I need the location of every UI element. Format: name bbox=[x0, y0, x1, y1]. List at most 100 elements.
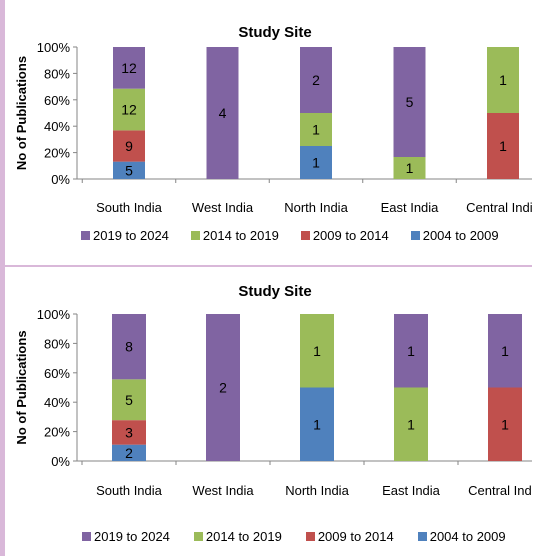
data-label: 1 bbox=[407, 343, 415, 359]
y-tick-label: 0% bbox=[51, 172, 70, 187]
data-label: 2 bbox=[312, 72, 320, 88]
data-label: 12 bbox=[121, 60, 137, 76]
legend-item: 2014 to 2019 bbox=[193, 529, 282, 544]
legend-label: 2014 to 2019 bbox=[202, 228, 279, 243]
bar-segment bbox=[112, 420, 146, 445]
y-tick-label: 60% bbox=[44, 366, 70, 381]
chart-title: Study Site bbox=[238, 24, 311, 41]
data-label: 3 bbox=[125, 424, 133, 440]
x-tick-label: North India bbox=[284, 200, 348, 215]
y-tick-label: 20% bbox=[44, 425, 70, 440]
data-label: 5 bbox=[125, 392, 133, 408]
chart-panel-2: Study Site No of Publications 0% 20% 40% 60% 8… bbox=[5, 267, 532, 556]
legend-swatch bbox=[410, 231, 420, 240]
data-label: 1 bbox=[501, 343, 509, 359]
bar-segment bbox=[487, 47, 519, 113]
data-label: 4 bbox=[219, 105, 227, 121]
data-label: 5 bbox=[125, 162, 133, 178]
bar-segment bbox=[300, 47, 332, 113]
data-label: 1 bbox=[313, 416, 321, 432]
chart-2-legend: 2019 to 2024 2014 to 2019 2009 to 2014 2004… bbox=[82, 529, 506, 544]
bar-segment bbox=[112, 379, 146, 421]
bar-segment bbox=[300, 387, 334, 461]
bar-segment bbox=[394, 387, 428, 461]
legend-item: 2004 to 2009 bbox=[410, 228, 499, 243]
x-tick-label: West India bbox=[192, 483, 254, 498]
legend-label: 2019 to 2024 bbox=[94, 529, 170, 544]
bar-segment bbox=[393, 47, 426, 157]
bar-segment bbox=[113, 47, 145, 89]
y-tick-label: 40% bbox=[44, 395, 70, 410]
x-tick-label: East India bbox=[381, 200, 440, 215]
stacked-bar-chart-2: Study Site No of Publications 0% 20% 40% 60% 8… bbox=[14, 283, 532, 498]
bar-segment bbox=[300, 146, 332, 179]
data-label: 1 bbox=[406, 160, 414, 176]
legend-label: 2004 to 2009 bbox=[429, 529, 506, 544]
data-label: 12 bbox=[121, 102, 137, 118]
data-label: 1 bbox=[499, 138, 507, 154]
data-label: 1 bbox=[312, 122, 320, 138]
x-tick-label: Central India bbox=[466, 200, 532, 215]
legend-item: 2014 to 2019 bbox=[190, 228, 279, 243]
y-tick-label: 80% bbox=[44, 66, 70, 81]
y-tick-label: 40% bbox=[44, 119, 70, 134]
data-label: 5 bbox=[406, 94, 414, 110]
y-axis-label: No of Publications bbox=[14, 56, 29, 170]
bar-segment bbox=[488, 314, 522, 388]
data-label: 1 bbox=[313, 343, 321, 359]
bar-segment bbox=[487, 113, 519, 179]
legend-swatch bbox=[193, 532, 203, 541]
legend-swatch bbox=[190, 231, 200, 240]
legend-label: 2009 to 2014 bbox=[317, 529, 394, 544]
legend-label: 2014 to 2019 bbox=[205, 529, 282, 544]
bar-segment bbox=[393, 157, 426, 179]
legend-item: 2009 to 2014 bbox=[305, 529, 394, 544]
data-label: 1 bbox=[501, 416, 509, 432]
y-tick-label: 100% bbox=[37, 307, 71, 322]
legend-item: 2009 to 2014 bbox=[300, 228, 389, 243]
data-label: 8 bbox=[125, 339, 133, 355]
y-axis-label: No of Publications bbox=[14, 330, 29, 444]
legend-label: 2009 to 2014 bbox=[312, 228, 389, 243]
bar-segment bbox=[300, 113, 332, 146]
legend-item: 2019 to 2024 bbox=[81, 228, 169, 243]
y-tick-label: 20% bbox=[44, 146, 70, 161]
x-tick-label: Central India bbox=[468, 483, 532, 498]
chart-1-legend: 2019 to 2024 2014 to 2019 2009 to 2014 2004… bbox=[81, 228, 499, 243]
x-tick-label: East India bbox=[382, 483, 441, 498]
bar-segment bbox=[112, 314, 146, 380]
bar-segment bbox=[113, 130, 145, 162]
data-label: 1 bbox=[407, 416, 415, 432]
bar-segment bbox=[300, 314, 334, 388]
x-tick-label: South India bbox=[96, 483, 163, 498]
y-tick-label: 100% bbox=[37, 40, 71, 55]
y-tick-label: 60% bbox=[44, 93, 70, 108]
data-label: 2 bbox=[125, 445, 133, 461]
x-tick-label: North India bbox=[285, 483, 349, 498]
legend-swatch bbox=[417, 532, 427, 541]
x-tick-label: South India bbox=[96, 200, 163, 215]
legend-label: 2004 to 2009 bbox=[422, 228, 499, 243]
legend-item: 2004 to 2009 bbox=[417, 529, 506, 544]
left-border bbox=[0, 0, 5, 556]
y-tick-label: 0% bbox=[51, 454, 70, 469]
legend-swatch bbox=[300, 231, 310, 240]
bar-segment bbox=[488, 387, 522, 461]
data-label: 9 bbox=[125, 138, 133, 154]
legend-swatch bbox=[82, 532, 91, 541]
chart-panel-1: Study Site No of Publications 0% 20% 40% 60% 8… bbox=[5, 0, 532, 267]
bar-segment bbox=[206, 47, 239, 179]
bar-segment bbox=[112, 444, 146, 461]
data-label: 2 bbox=[219, 380, 227, 396]
legend-swatch bbox=[81, 231, 90, 240]
data-label: 1 bbox=[499, 72, 507, 88]
legend-swatch bbox=[305, 532, 315, 541]
x-tick-label: West India bbox=[192, 200, 254, 215]
y-tick-label: 80% bbox=[44, 336, 70, 351]
chart-title: Study Site bbox=[238, 283, 311, 300]
legend-item: 2019 to 2024 bbox=[82, 529, 170, 544]
stacked-bar-chart-1: Study Site No of Publications 0% 20% 40% 60% 8… bbox=[14, 24, 532, 215]
bar-segment bbox=[113, 161, 145, 179]
legend-label: 2019 to 2024 bbox=[93, 228, 169, 243]
bar-segment bbox=[206, 314, 240, 461]
